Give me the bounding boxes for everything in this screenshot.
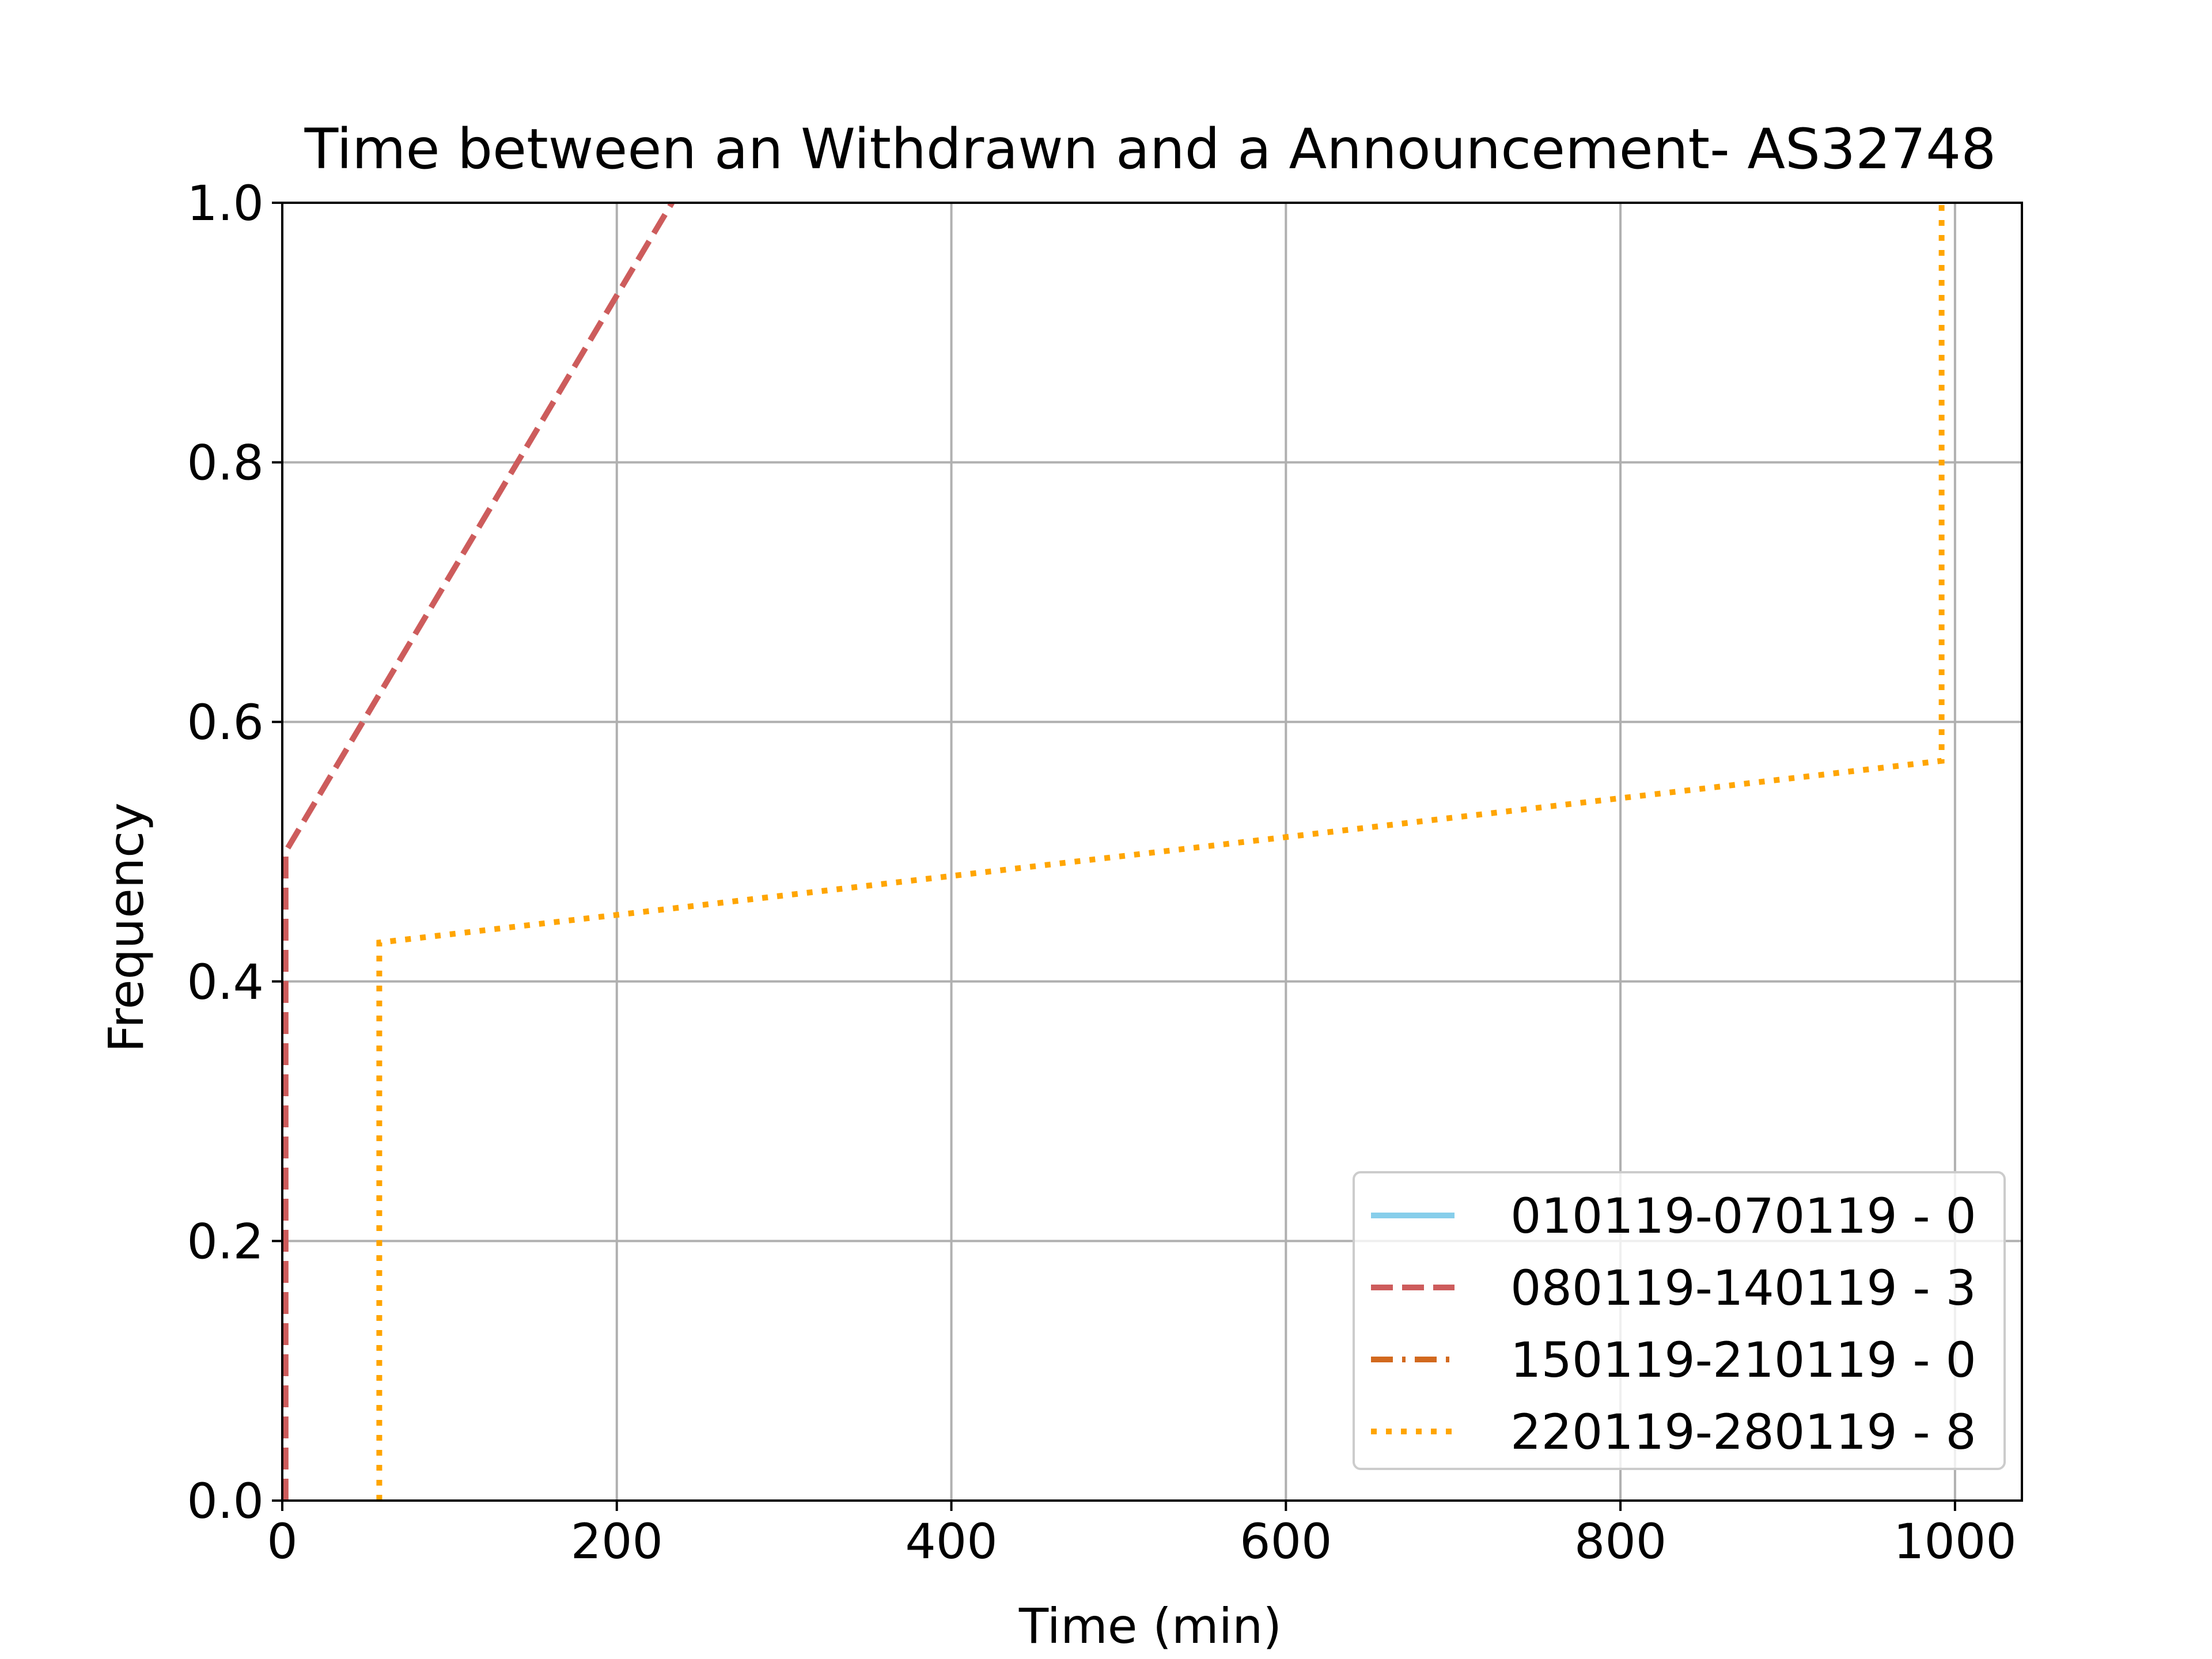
legend-label: 010119-070119 - 0 <box>1510 1188 1976 1244</box>
x-tick-label: 600 <box>1240 1513 1332 1570</box>
y-tick-label: 0.4 <box>187 954 264 1010</box>
legend: 010119-070119 - 0 080119-140119 - 3 150119… <box>1353 1171 2006 1470</box>
y-axis-label: Frequency <box>98 802 154 1052</box>
y-tick-label: 0.2 <box>187 1213 264 1270</box>
x-tick-label: 200 <box>571 1513 663 1570</box>
x-axis-label: Time (min) <box>1018 1598 1282 1654</box>
plot-frame <box>281 202 2023 1502</box>
chart-title: Time between an Withdrawn and a Announce… <box>304 117 1997 181</box>
legend-label: 150119-210119 - 0 <box>1510 1332 1976 1388</box>
x-tick-label: 800 <box>1574 1513 1666 1570</box>
x-tick-label: 0 <box>267 1513 297 1570</box>
axis-ticks: 0 200 400 600 800 1000 0.0 0.2 0.4 0.6 0.8 1.0 <box>187 175 2016 1570</box>
series-line-080119-140119 <box>282 201 675 1501</box>
y-tick-label: 0.6 <box>187 694 264 751</box>
x-tick-label: 400 <box>905 1513 997 1570</box>
legend-box <box>1353 1171 2006 1470</box>
x-tick-label: 1000 <box>1893 1513 2017 1570</box>
y-tick-label: 1.0 <box>187 175 264 232</box>
y-tick-label: 0.8 <box>187 435 264 491</box>
legend-label: 080119-140119 - 3 <box>1510 1260 1976 1316</box>
y-tick-label: 0.0 <box>187 1473 264 1529</box>
legend-label: 220119-280119 - 8 <box>1510 1404 1976 1460</box>
series-lines <box>282 201 1945 1501</box>
